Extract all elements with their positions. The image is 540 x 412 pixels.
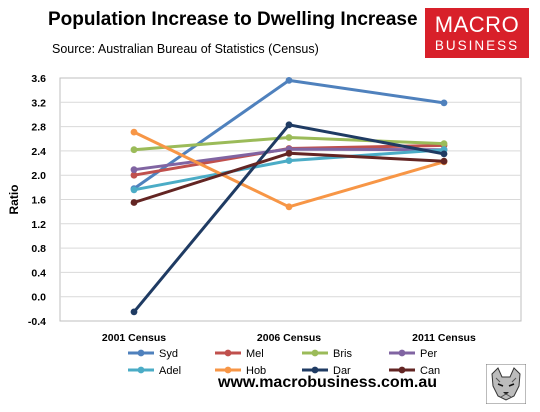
gridlines <box>59 77 522 322</box>
data-point <box>440 140 448 148</box>
series-lines <box>130 77 448 316</box>
y-tick-label: 3.6 <box>31 73 46 85</box>
legend-label: Adel <box>159 365 181 377</box>
legend-swatch-marker <box>311 349 319 357</box>
y-tick-label: -0.4 <box>28 316 46 328</box>
y-tick-label: 0.8 <box>31 243 46 255</box>
x-tick-label: 2011 Census <box>412 332 476 344</box>
legend-item-per: Per <box>389 348 437 360</box>
data-point <box>130 166 138 174</box>
data-point <box>130 199 138 206</box>
data-point <box>285 134 293 141</box>
y-tick-label: 2.4 <box>31 146 46 158</box>
series-bris <box>130 134 448 154</box>
logo-line-macro: MACRO <box>434 12 520 37</box>
legend-label: Syd <box>159 348 178 360</box>
y-tick-label: 0.4 <box>31 267 46 279</box>
y-tick-label: 1.6 <box>31 195 46 207</box>
legend-label: Dar <box>333 365 351 377</box>
series-line <box>133 130 445 209</box>
data-point <box>130 171 138 179</box>
legend-item-can: Can <box>389 365 440 377</box>
y-tick-label: 2.8 <box>31 122 46 134</box>
y-axis-title: Ratio <box>7 185 21 215</box>
legend-swatch-marker <box>137 366 145 374</box>
logo-line-business: BUSINESS <box>434 38 520 53</box>
y-tick-label: 3.2 <box>31 97 46 109</box>
macrobusiness-logo: MACRO BUSINESS <box>425 8 529 58</box>
legend-swatch-marker <box>137 349 145 357</box>
x-tick-label: 2006 Census <box>257 332 321 344</box>
legend-swatch-marker <box>398 349 406 357</box>
legend-label: Bris <box>333 348 352 360</box>
chart-title: Population Increase to Dwelling Increase <box>48 9 418 30</box>
legend-swatch-marker <box>398 366 406 374</box>
data-point <box>130 308 138 316</box>
data-point <box>130 128 138 136</box>
legend-label: Mel <box>246 348 264 360</box>
data-point <box>285 77 293 84</box>
y-tick-label: 0.0 <box>31 292 46 304</box>
legend-item-dar: Dar <box>302 365 351 377</box>
data-point <box>130 146 138 154</box>
legend-label: Hob <box>246 365 266 377</box>
y-tick-label: 1.2 <box>31 219 46 231</box>
data-point <box>440 157 448 165</box>
y-tick-label: 2.0 <box>31 170 46 182</box>
website-url: www.macrobusiness.com.au <box>218 374 438 391</box>
legend-item-adel: Adel <box>128 365 181 377</box>
data-point <box>130 186 138 194</box>
data-point <box>285 157 293 165</box>
data-point <box>285 149 293 157</box>
axes: -0.4 0.0 0.4 0.8 1.2 1.6 2.0 2.4 2.8 3.2 3.6 Ratio 2… <box>7 73 476 344</box>
data-point <box>285 203 293 211</box>
series-can <box>130 149 448 206</box>
x-tick-label: 2001 Census <box>102 332 166 344</box>
legend-item-hob: Hob <box>215 365 266 377</box>
legend-label: Per <box>420 348 437 360</box>
series-dar <box>130 121 448 316</box>
legend-item-bris: Bris <box>302 348 352 360</box>
legend-swatch-marker <box>311 366 319 374</box>
data-point <box>440 150 448 158</box>
data-point <box>285 121 293 129</box>
wolf-mascot-icon <box>486 364 526 404</box>
chart-subtitle: Source: Australian Bureau of Statistics … <box>52 42 319 56</box>
legend-swatch-marker <box>224 349 232 357</box>
legend-label: Can <box>420 365 440 377</box>
legend-item-mel: Mel <box>215 348 264 360</box>
legend-item-syd: Syd <box>128 348 178 360</box>
data-point <box>440 99 448 107</box>
legend: Syd Mel Bris Per Adel Hob Dar Can <box>128 348 440 377</box>
legend-swatch-marker <box>224 366 232 374</box>
